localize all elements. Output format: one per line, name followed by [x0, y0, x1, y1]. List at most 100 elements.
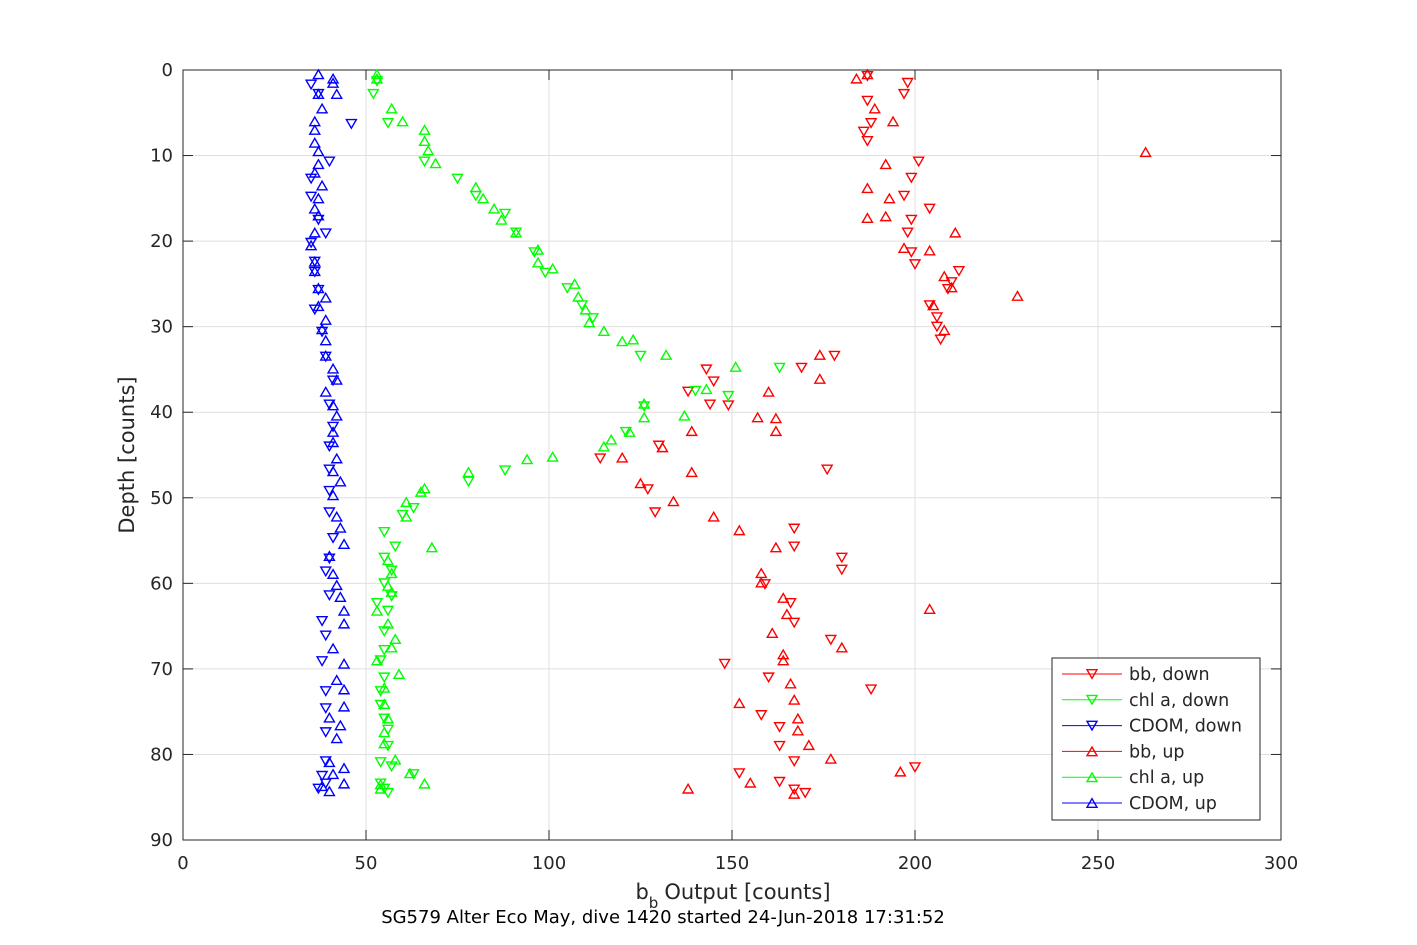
data-point	[788, 693, 801, 705]
data-point	[722, 390, 735, 402]
data-point	[326, 489, 340, 501]
data-point	[422, 144, 435, 156]
data-point	[337, 604, 351, 616]
data-point	[656, 441, 669, 453]
data-point	[330, 510, 343, 522]
x-axis-label-subscript: b	[649, 894, 659, 912]
data-point	[312, 284, 325, 296]
data-point	[469, 190, 483, 202]
data-point	[623, 426, 636, 437]
data-point	[857, 126, 870, 138]
data-point	[370, 604, 384, 616]
data-point	[374, 686, 387, 697]
data-point	[323, 550, 336, 561]
data-point	[378, 713, 391, 725]
data-point	[941, 283, 955, 295]
data-point	[429, 157, 442, 169]
figure-caption: SG579 Alter Eco May, dive 1420 started 2…	[381, 907, 945, 928]
data-point	[319, 630, 332, 642]
legend-entry-label: bb, down	[1129, 665, 1210, 685]
data-point	[370, 76, 384, 87]
series-cdom-up	[304, 68, 351, 797]
data-point	[495, 213, 508, 225]
data-point	[546, 262, 559, 274]
data-point	[795, 362, 808, 374]
data-point	[923, 203, 936, 215]
data-point	[312, 209, 325, 221]
data-point	[326, 77, 340, 88]
data-point	[762, 385, 775, 397]
data-point	[861, 212, 874, 224]
data-point	[637, 397, 651, 409]
data-point	[374, 699, 387, 711]
y-tick-label: 90	[150, 830, 173, 851]
data-point	[905, 214, 918, 226]
data-point	[378, 645, 391, 656]
data-point	[374, 782, 387, 794]
data-point	[312, 68, 325, 80]
data-point	[323, 756, 336, 768]
data-point	[400, 496, 413, 508]
data-point	[337, 762, 351, 774]
data-point	[788, 784, 801, 796]
data-point	[791, 712, 805, 724]
data-point	[498, 208, 512, 220]
data-point	[744, 776, 757, 788]
data-point	[773, 722, 786, 733]
data-point	[389, 753, 402, 765]
data-point	[319, 727, 332, 738]
data-point	[766, 627, 779, 638]
data-point	[381, 605, 395, 617]
data-point	[381, 724, 395, 736]
data-point	[319, 350, 332, 361]
data-point	[323, 553, 336, 565]
data-point	[315, 770, 329, 782]
data-point	[861, 135, 874, 147]
data-point	[923, 300, 936, 312]
y-axis-label: Depth [counts]	[115, 376, 139, 533]
data-point	[835, 564, 849, 576]
data-point	[378, 672, 391, 684]
data-point	[337, 658, 351, 669]
data-point	[729, 361, 742, 372]
data-point	[945, 281, 958, 293]
x-axis-label-text: Output [counts]	[664, 880, 830, 904]
data-point	[312, 145, 325, 157]
data-point	[791, 724, 805, 736]
data-point	[605, 433, 618, 445]
data-point	[707, 376, 720, 388]
data-point	[824, 634, 838, 646]
data-point	[378, 552, 391, 564]
data-point	[637, 411, 651, 423]
data-point	[308, 265, 321, 277]
data-point	[912, 156, 925, 168]
data-point	[583, 316, 596, 328]
data-point	[755, 710, 768, 721]
data-point	[389, 633, 402, 644]
data-point	[385, 565, 398, 577]
data-point	[659, 349, 673, 360]
data-point	[319, 228, 332, 240]
data-point	[637, 401, 651, 412]
data-point	[315, 102, 329, 114]
data-point	[326, 362, 340, 374]
data-point	[850, 72, 863, 84]
data-point	[385, 641, 398, 653]
data-point	[901, 77, 914, 89]
data-point	[312, 158, 325, 170]
data-point	[634, 350, 647, 362]
legend-marker	[1085, 745, 1099, 757]
data-point	[323, 507, 336, 519]
data-point	[345, 118, 358, 130]
data-point	[381, 580, 395, 591]
data-point	[813, 373, 827, 384]
data-point	[788, 541, 801, 553]
data-point	[315, 179, 329, 191]
data-point	[897, 190, 911, 202]
data-point	[330, 732, 343, 744]
data-point	[718, 658, 731, 670]
data-point	[678, 409, 691, 421]
data-point	[337, 683, 351, 695]
data-point	[952, 266, 966, 277]
data-point	[370, 72, 384, 84]
